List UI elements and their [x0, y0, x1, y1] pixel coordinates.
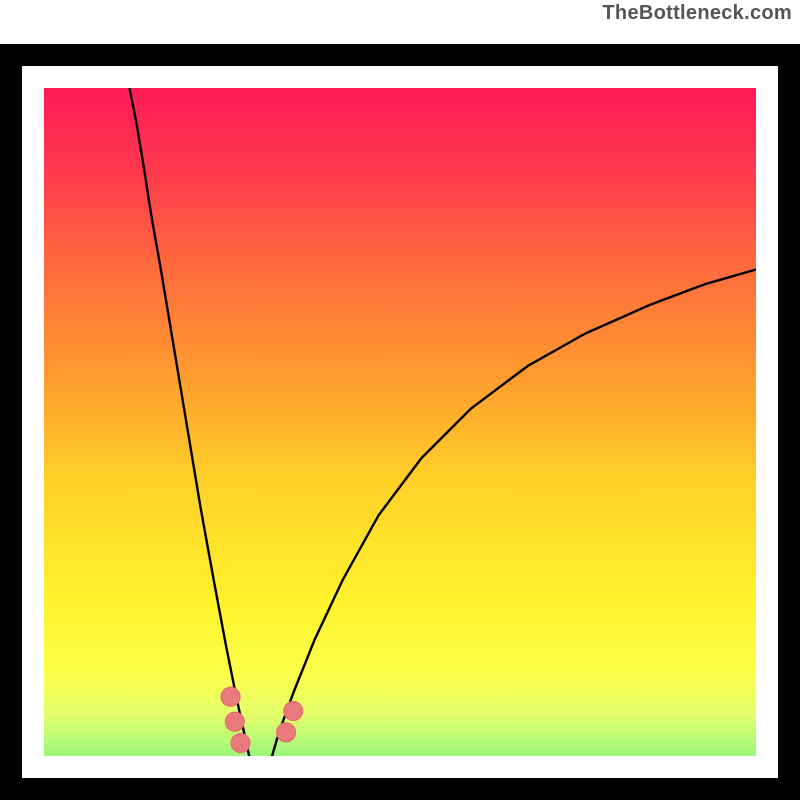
gradient-background [44, 88, 756, 756]
marker-dot [284, 702, 303, 721]
page-root: { "watermark": { "text": "TheBottleneck.… [0, 0, 800, 800]
chart-frame [0, 44, 800, 800]
watermark-text: TheBottleneck.com [602, 2, 792, 25]
marker-dot [231, 734, 250, 753]
chart-svg [44, 88, 756, 756]
marker-dot [277, 723, 296, 742]
marker-dot [221, 687, 240, 706]
marker-dot [225, 712, 244, 731]
plot-area [44, 88, 756, 756]
